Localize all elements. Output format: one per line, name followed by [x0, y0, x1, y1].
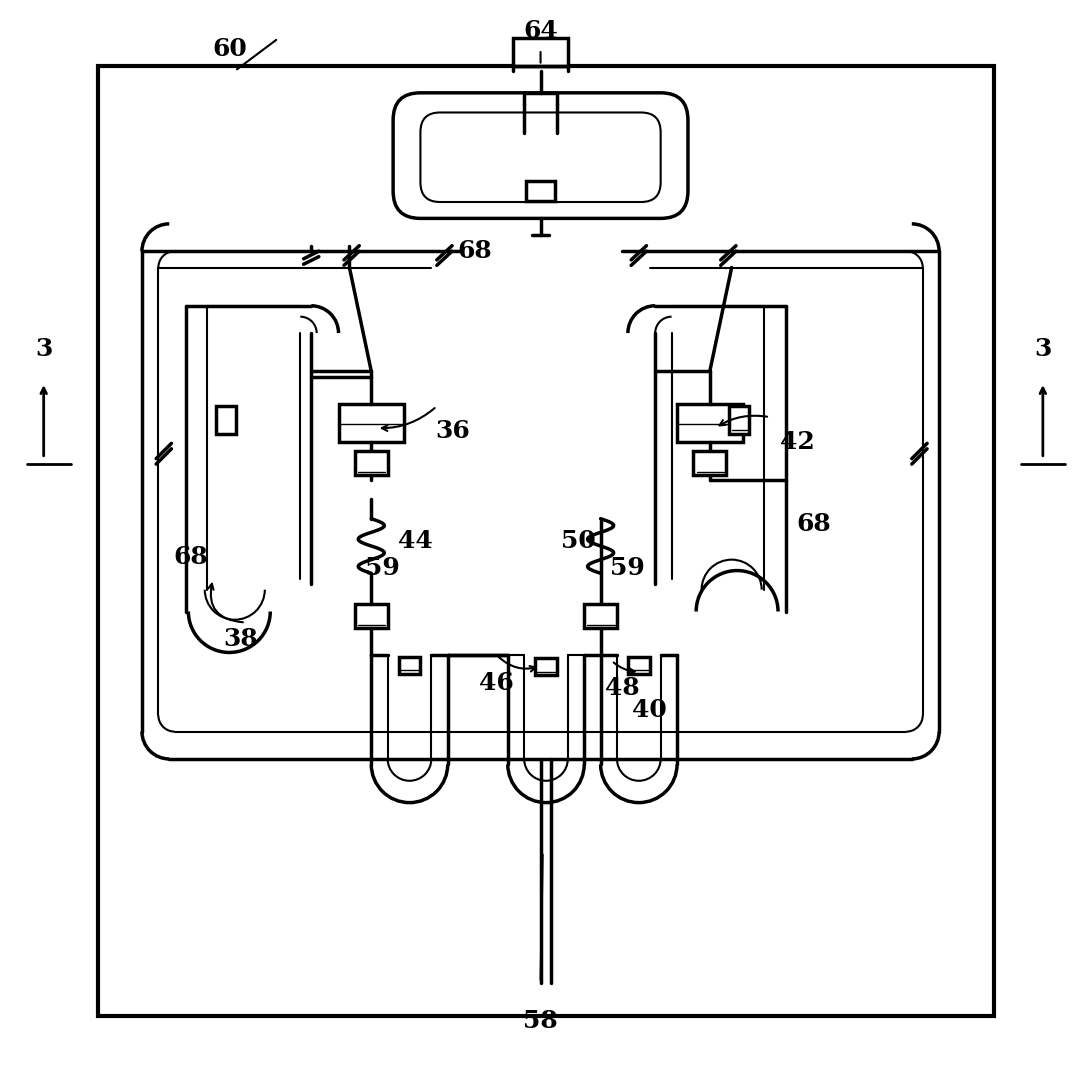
Bar: [584, 604, 617, 628]
Bar: [693, 451, 726, 475]
Text: 3: 3: [35, 337, 52, 361]
Text: 68: 68: [796, 512, 831, 536]
FancyBboxPatch shape: [393, 93, 688, 218]
Bar: [339, 404, 404, 442]
Text: 59: 59: [610, 556, 645, 580]
Bar: [526, 181, 555, 201]
Bar: [729, 406, 749, 434]
Text: 40: 40: [632, 698, 667, 722]
Bar: [677, 404, 743, 442]
Text: 60: 60: [212, 37, 247, 61]
Bar: [399, 657, 420, 674]
Text: 58: 58: [523, 1009, 558, 1033]
Text: 42: 42: [780, 430, 815, 454]
Bar: [98, 66, 994, 1016]
FancyBboxPatch shape: [420, 112, 661, 202]
Bar: [355, 604, 388, 628]
Text: 59: 59: [365, 556, 400, 580]
Bar: [355, 451, 388, 475]
Bar: [216, 406, 236, 434]
Text: 50: 50: [561, 529, 596, 553]
Text: 3: 3: [1034, 337, 1052, 361]
Text: 68: 68: [458, 239, 492, 263]
Bar: [628, 657, 650, 674]
Text: 48: 48: [605, 676, 640, 700]
Text: 46: 46: [479, 670, 514, 695]
Text: 68: 68: [174, 545, 209, 569]
Text: 64: 64: [523, 19, 558, 43]
Text: 36: 36: [436, 419, 471, 443]
Text: 38: 38: [223, 627, 258, 651]
Text: 44: 44: [397, 529, 432, 553]
Bar: [513, 38, 568, 66]
Bar: [535, 658, 557, 675]
